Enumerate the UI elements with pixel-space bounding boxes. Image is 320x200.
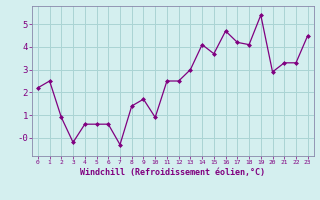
X-axis label: Windchill (Refroidissement éolien,°C): Windchill (Refroidissement éolien,°C) [80,168,265,177]
